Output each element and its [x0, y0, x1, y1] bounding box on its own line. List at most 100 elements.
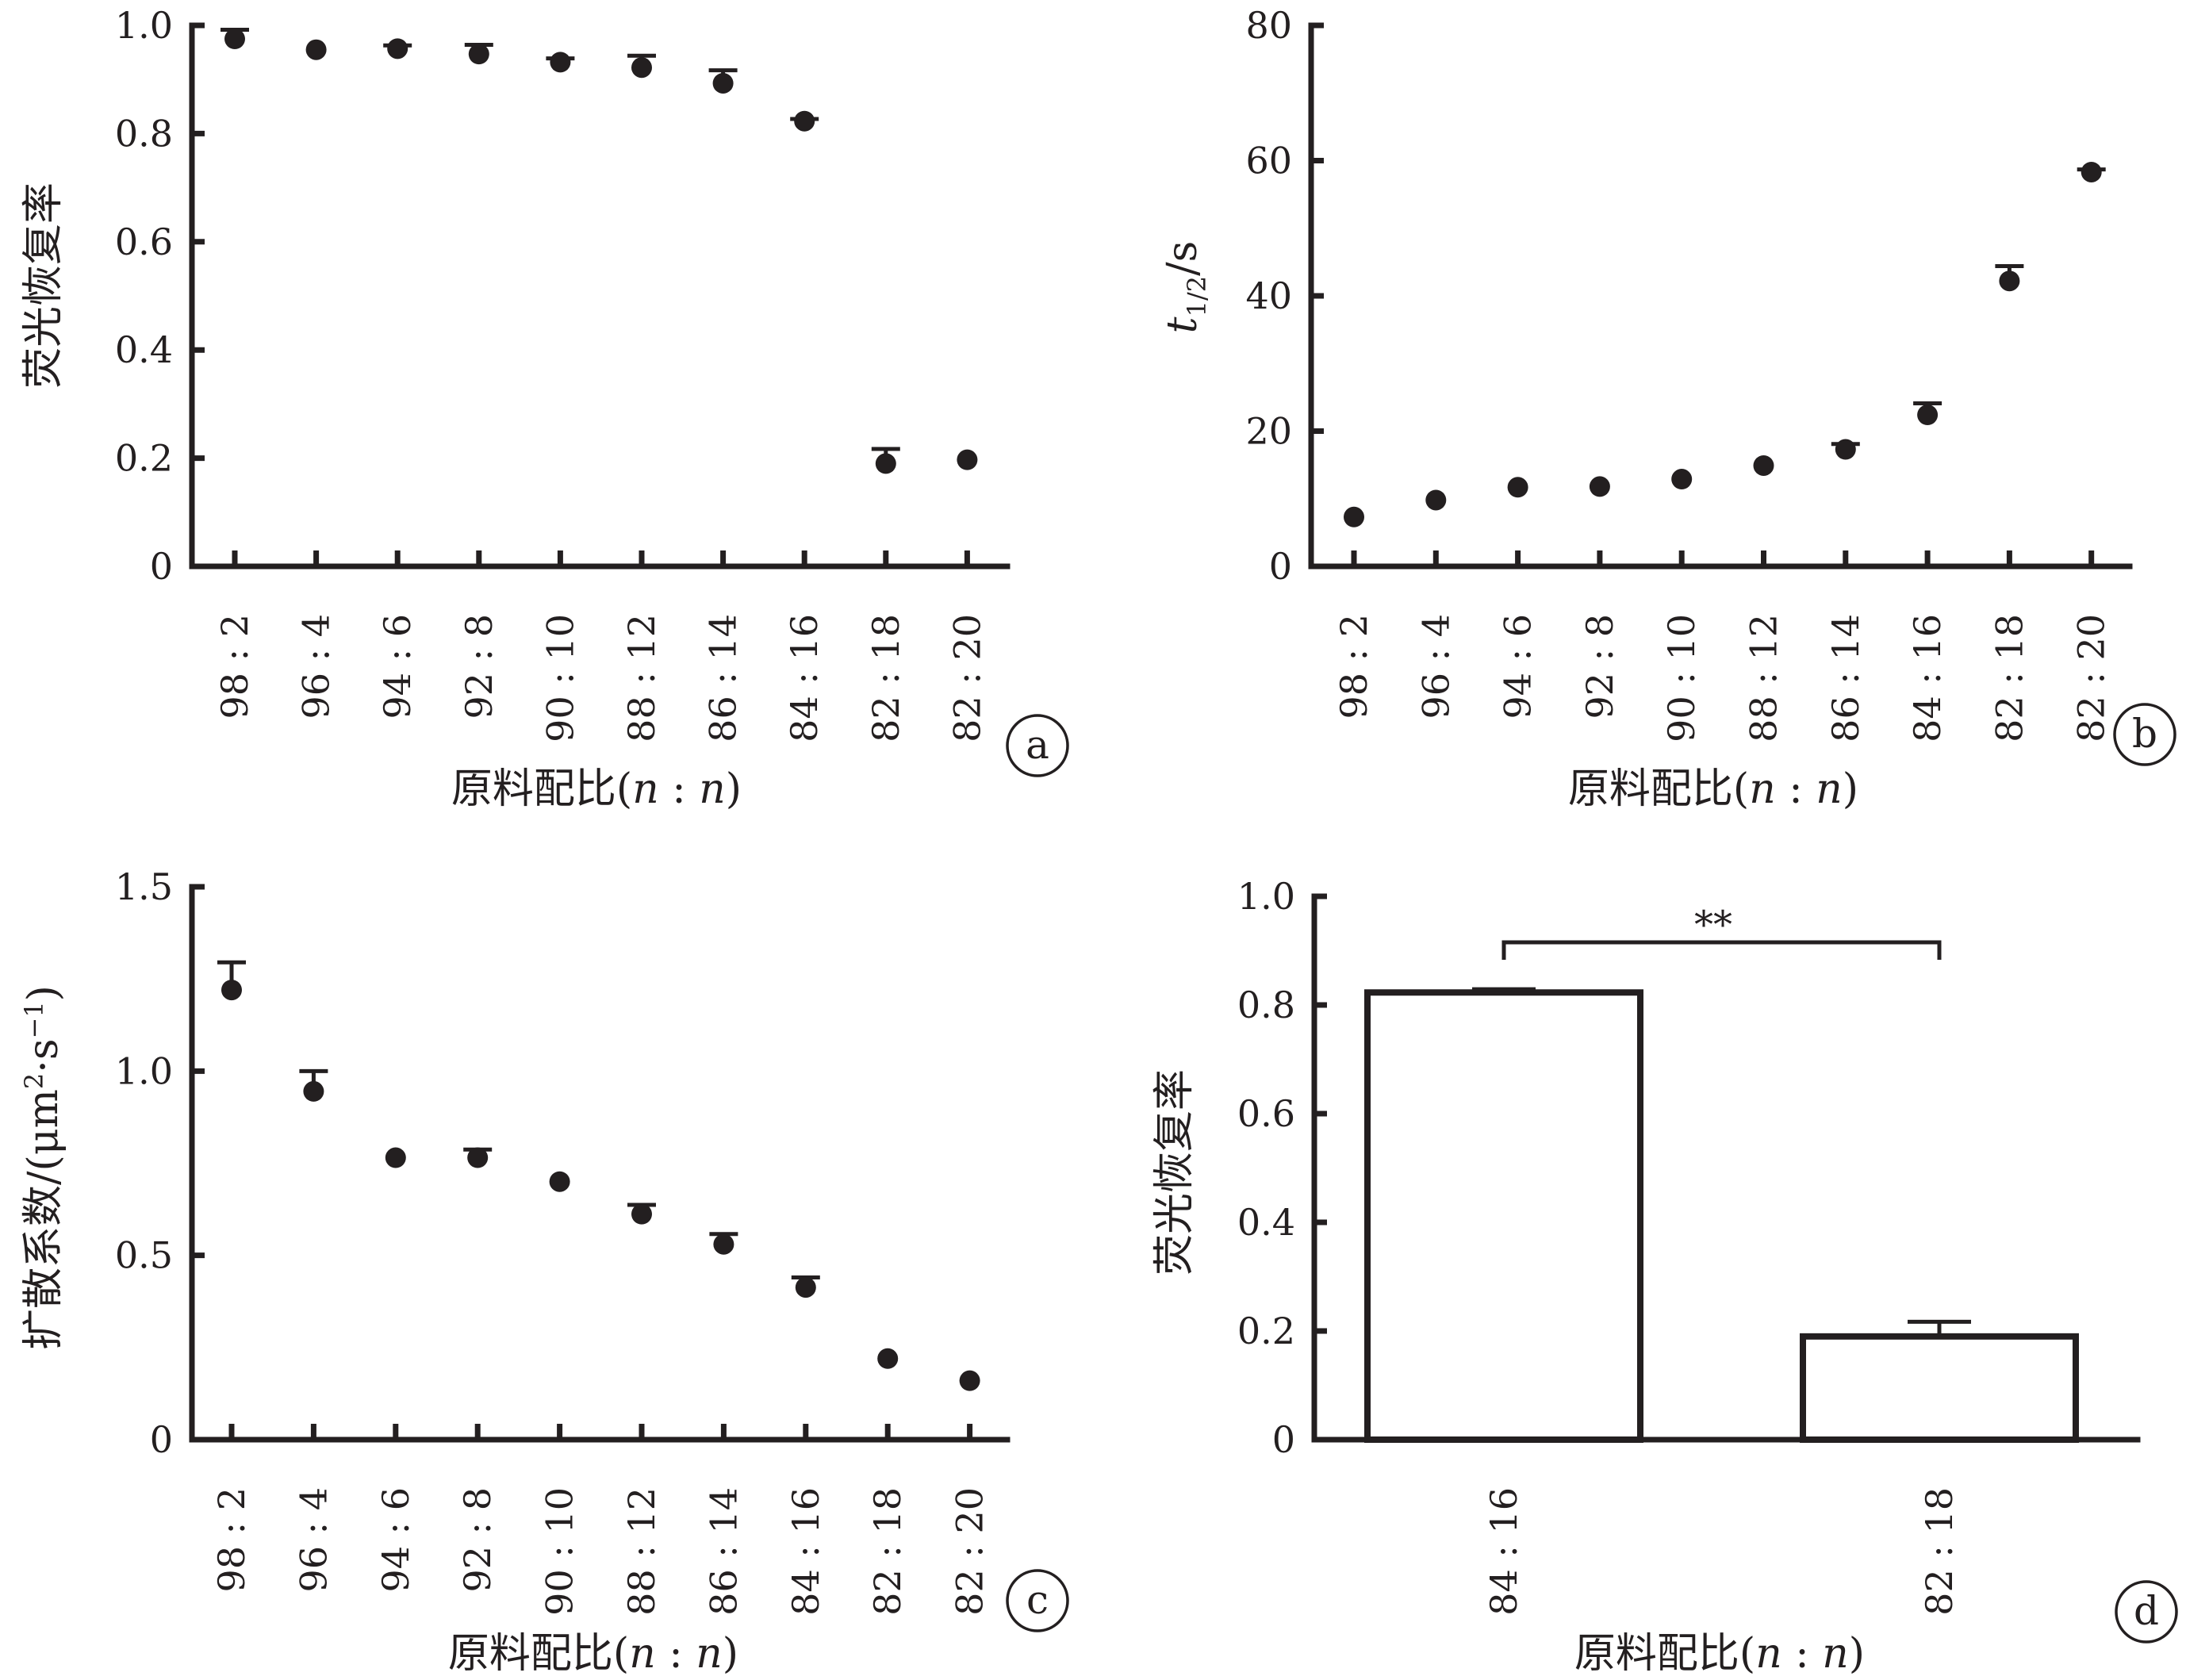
y-axis-label-c-mid: ·s	[20, 1038, 67, 1072]
y-tick-label: 0	[1272, 1418, 1295, 1461]
data-point	[549, 1171, 570, 1192]
x-tick-label: 84 : 16	[1482, 1487, 1525, 1616]
data-point	[1753, 455, 1774, 476]
data-point	[631, 57, 652, 79]
panel-letter-b-text: b	[2132, 711, 2157, 757]
data-point	[712, 72, 734, 94]
y-tick-label: 1.5	[115, 865, 173, 908]
panel-letter-c-circle	[1006, 1569, 1069, 1632]
x-tick-label: 86 : 14	[702, 614, 745, 742]
x-tick-label: 90 : 10	[539, 1487, 581, 1616]
x-tick-label: 96 : 4	[295, 614, 338, 719]
x-axis-label-d: 原料配比(n : n)	[1574, 1630, 1865, 1678]
y-axis-label-c-close: )	[20, 985, 67, 1001]
panel-letter-a-text: a	[1026, 722, 1049, 768]
data-point	[387, 38, 408, 59]
x-axis-label-d-n1: n	[1755, 1630, 1782, 1678]
data-point	[221, 980, 242, 1001]
data-point	[468, 44, 489, 65]
y-axis-label-c: 扩散系数/(μm2·s−1)	[19, 985, 67, 1350]
data-point	[794, 110, 815, 132]
data-point	[1344, 506, 1364, 527]
x-tick-label: 82 : 18	[1918, 1487, 1961, 1616]
y-tick-label: 80	[1245, 4, 1292, 47]
x-tick-label: 88 : 12	[620, 1487, 663, 1616]
x-tick-label: 86 : 14	[1824, 614, 1867, 742]
x-axis-label-c-n2: n	[696, 1630, 723, 1678]
x-axis-label-c-n1: n	[629, 1630, 656, 1678]
y-tick-label: 20	[1245, 410, 1292, 453]
panel-letter-d-circle	[2115, 1580, 2178, 1644]
data-point	[385, 1147, 406, 1168]
data-point	[1835, 439, 1856, 460]
bar	[1800, 1333, 2079, 1443]
data-point	[631, 1203, 652, 1225]
x-tick-label: 96 : 4	[1414, 614, 1457, 719]
panel-letter-d-text: d	[2134, 1588, 2159, 1634]
data-point	[713, 1233, 734, 1255]
y-tick-label: 1.0	[1237, 875, 1295, 918]
y-tick-label: 0.8	[115, 112, 173, 155]
data-point	[875, 453, 896, 474]
data-point	[1999, 270, 2020, 292]
x-tick-label: 94 : 6	[1497, 614, 1540, 719]
x-axis-label-a-close: )	[726, 765, 742, 813]
x-tick-label: 82 : 20	[2070, 614, 2113, 742]
data-point	[2081, 161, 2102, 182]
x-tick-label: 82 : 20	[945, 614, 988, 742]
y-axis-label-b-unit: /s	[1159, 241, 1206, 276]
x-tick-label: 82 : 20	[949, 1487, 991, 1616]
panel-a: 0 0.2 0.4 0.6 0.8 1.0 98 : 2 96 : 4 94 : 6 92 : 8…	[115, 4, 1011, 742]
data-point	[795, 1277, 816, 1298]
y-tick-label: 0	[1269, 545, 1292, 588]
x-tick-label: 82 : 18	[865, 614, 907, 742]
y-tick-label: 0.2	[115, 437, 173, 480]
x-tick-label: 88 : 12	[620, 614, 663, 742]
y-tick-label: 1.0	[115, 1049, 173, 1092]
x-tick-label: 98 : 2	[213, 614, 256, 719]
x-axis-label-c: 原料配比(n : n)	[448, 1630, 738, 1678]
x-tick-label: 84 : 16	[783, 614, 826, 742]
x-tick-label: 98 : 2	[1333, 614, 1375, 719]
x-axis-label-c-colon: :	[656, 1630, 696, 1678]
y-axis-label-c-sup1: 2	[19, 1073, 49, 1089]
x-tick-label: 90 : 10	[539, 614, 581, 742]
x-axis-label-b-colon: :	[1776, 765, 1816, 813]
x-axis-label-d-close: )	[1849, 1630, 1865, 1678]
x-axis-label-d-text: 原料配比(	[1574, 1630, 1755, 1678]
y-axis-label-b-sub: 1/2	[1182, 276, 1212, 317]
x-axis-label-b-close: )	[1843, 765, 1858, 813]
panel-letter-a: a	[1006, 714, 1069, 777]
data-point	[1589, 476, 1610, 497]
x-axis-label-b-text: 原料配比(	[1568, 765, 1749, 813]
x-axis-label-b: 原料配比(n : n)	[1568, 765, 1858, 813]
significance-label: **	[1694, 903, 1732, 947]
x-tick-label: 82 : 18	[866, 1487, 909, 1616]
panel-letter-c: c	[1006, 1569, 1069, 1632]
panel-letter-c-text: c	[1026, 1577, 1049, 1623]
x-tick-label: 96 : 4	[292, 1487, 335, 1593]
y-tick-label: 0	[150, 545, 173, 588]
data-point	[1671, 469, 1693, 490]
panel-d: 0 0.2 0.4 0.6 0.8 1.0 84 : 16 82 : 18	[1237, 875, 2141, 1616]
panel-letter-b-circle	[2113, 703, 2176, 766]
panel-letter-b: b	[2113, 703, 2176, 766]
x-tick-label: 86 : 14	[702, 1487, 745, 1616]
x-axis-label-a-n2: n	[699, 765, 726, 813]
bar	[1364, 989, 1643, 1443]
y-axis-label-c-main: 扩散系数/(μm	[20, 1089, 67, 1350]
x-axis-label-a-text: 原料配比(	[451, 765, 632, 813]
data-point	[1507, 477, 1528, 498]
y-tick-label: 0.6	[115, 221, 173, 263]
data-point	[877, 1348, 899, 1369]
x-axis-label-c-text: 原料配比(	[448, 1630, 629, 1678]
data-point	[1425, 489, 1447, 511]
x-tick-label: 82 : 18	[1988, 614, 2031, 742]
y-tick-label: 1.0	[115, 4, 173, 47]
panel-c: 0 0.5 1.0 1.5 98 : 2 96 : 4 94 : 6 92 : 8 90 : 1…	[115, 865, 1011, 1616]
x-axis-label-a-n1: n	[632, 765, 659, 813]
data-point	[467, 1147, 489, 1168]
x-tick-label: 92 : 8	[458, 614, 500, 719]
data-point	[305, 39, 327, 60]
y-axis-label-c-sup2: −1	[19, 1001, 49, 1038]
